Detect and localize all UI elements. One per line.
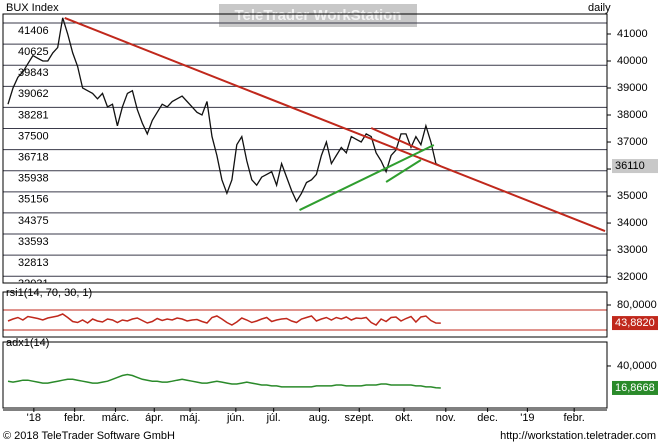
y-tick-label: 80,0000 — [617, 299, 657, 311]
last-value-label: 16,8668 — [615, 382, 655, 394]
trend-line — [64, 17, 606, 232]
x-tick-label: máj. — [180, 412, 201, 424]
panel-frame — [2, 291, 608, 338]
period: daily — [588, 2, 611, 14]
y-tick-label: 37000 — [617, 136, 648, 148]
last-value-label: 43,8820 — [615, 317, 655, 329]
level-label: 38281 — [18, 109, 49, 121]
panel-title: adx1(14) — [6, 337, 49, 349]
last-value-label: 36110 — [615, 160, 645, 172]
x-tick-label: jún. — [226, 412, 245, 424]
trend-line — [299, 144, 435, 211]
x-tick-label: febr. — [563, 412, 584, 424]
x-tick-label: '18 — [27, 412, 41, 424]
level-label: 39843 — [18, 67, 49, 79]
series-line — [7, 17, 442, 203]
url: http://workstation.teletrader.com — [500, 430, 656, 442]
x-tick-label: dec. — [477, 412, 498, 424]
y-tick-label: 40,0000 — [617, 360, 657, 372]
level-label: 34375 — [18, 215, 49, 227]
level-label: 35156 — [18, 194, 49, 206]
y-tick-label: 40000 — [617, 55, 648, 67]
trend-line — [370, 127, 422, 151]
level-label: 37500 — [18, 130, 49, 142]
x-tick-label: '19 — [520, 412, 534, 424]
level-label: 41406 — [18, 25, 49, 37]
x-tick-label: márc. — [102, 412, 130, 424]
panel-frame — [2, 13, 608, 284]
panel — [3, 309, 607, 331]
y-tick-label: 35000 — [617, 190, 648, 202]
x-tick-label: júl. — [266, 412, 281, 424]
panel: 41406 40625 39843 39062 38281 37500 36718 35938… — [3, 17, 607, 290]
y-tick-label: 41000 — [617, 28, 648, 40]
x-tick-label: ápr. — [145, 412, 163, 424]
x-tick-label: aug. — [309, 412, 330, 424]
level-label: 33593 — [18, 236, 49, 248]
level-label: 36718 — [18, 152, 49, 164]
x-tick-label: nov. — [436, 412, 456, 424]
last-value-box — [612, 380, 658, 395]
series-line — [7, 313, 441, 326]
panel — [7, 373, 441, 389]
level-label: 39062 — [18, 88, 49, 100]
panel-title: rsi1(14, 70, 30, 1) — [6, 287, 92, 299]
level-label: 35938 — [18, 173, 49, 185]
x-tick-label: okt. — [395, 412, 413, 424]
panel-frame — [2, 341, 608, 409]
y-tick-label: 34000 — [617, 217, 648, 229]
x-tick-label: szept. — [345, 412, 374, 424]
copyright: © 2018 TeleTrader Software GmbH — [3, 430, 175, 442]
series-line — [7, 373, 441, 389]
y-tick-label: 32000 — [617, 271, 648, 283]
y-tick-label: 33000 — [617, 244, 648, 256]
watermark-box — [219, 4, 417, 27]
level-label: 32813 — [18, 257, 49, 269]
level-label: 40625 — [18, 46, 49, 58]
x-tick-label: febr. — [64, 412, 85, 424]
y-tick-label: 38000 — [617, 109, 648, 121]
last-value-box — [612, 316, 658, 331]
last-value-box — [612, 159, 658, 174]
trend-line — [385, 159, 422, 183]
level-label: 32031 — [18, 278, 49, 290]
watermark: TeleTrader WorkStation — [235, 7, 402, 24]
chart-title: BUX Index — [6, 2, 59, 14]
y-tick-label: 39000 — [617, 82, 648, 94]
